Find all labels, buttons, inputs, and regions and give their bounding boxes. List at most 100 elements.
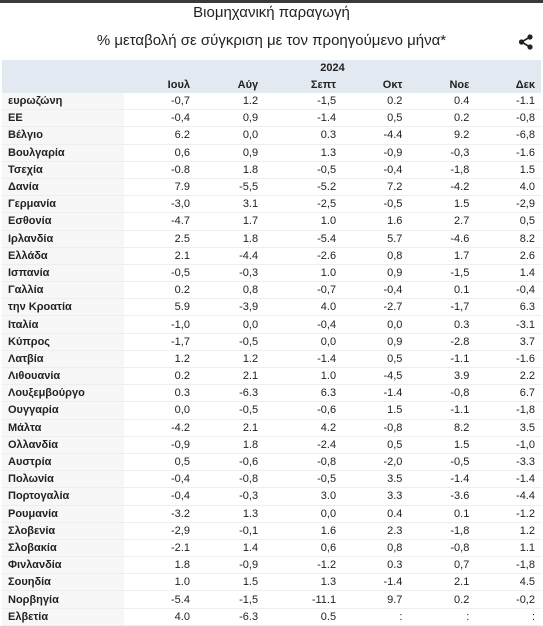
cell: 6.3: [264, 384, 343, 403]
cell: -0,5: [195, 333, 265, 351]
cell: 0,5: [342, 436, 409, 454]
cell: -4.7: [124, 212, 196, 231]
cell: 0.3: [264, 126, 343, 145]
row-label: Φινλανδία: [2, 556, 124, 575]
cell: -1,7: [408, 298, 476, 317]
cell: 7.9: [124, 178, 196, 197]
year-row: 2024: [2, 60, 541, 76]
table-row: Ρουμανία -3.2 1.3 0,0 0.4 0.1 -1.2: [2, 505, 541, 523]
cell: -1,5: [264, 93, 343, 111]
cell: 1.5: [408, 436, 476, 454]
cell: 9.2: [408, 126, 476, 145]
cell: 3.0: [264, 487, 343, 506]
table-row: Κύπρος -1,7 -0,5 0,0 0,9 -2.8 3.7: [2, 333, 541, 351]
cell: 0,5: [124, 453, 196, 472]
cell: -1,0: [475, 436, 541, 454]
table-row: Φινλανδία 1.8 -0,9 -1.2 0.3 0,7 -1,8: [2, 556, 541, 575]
cell: 0.2: [124, 281, 196, 300]
share-icon[interactable]: [518, 34, 534, 50]
cell: 4.0: [475, 178, 541, 197]
cell: -0,3: [195, 487, 265, 506]
cell: 0.4: [342, 505, 409, 523]
row-label: ΕΕ: [2, 109, 124, 128]
cell: 4.0: [124, 608, 196, 626]
cell: 0,9: [195, 144, 265, 162]
cell: -2,5: [264, 195, 343, 214]
subtitle: % μεταβολή σε σύγκριση με τον προηγούμεν…: [96, 32, 447, 49]
cell: :: [475, 608, 541, 626]
cell: 1.5: [342, 401, 409, 420]
cell: -6,8: [475, 126, 541, 145]
cell: 2.1: [124, 247, 196, 265]
cell: -4.2: [408, 178, 476, 197]
cell: -0,4: [124, 470, 196, 489]
row-label: Λατβία: [2, 350, 124, 369]
cell: -1.4: [342, 384, 409, 403]
cell: 1.0: [264, 212, 343, 231]
cell: 0,0: [342, 315, 409, 334]
table-row: Βουλγαρία 0,6 0,9 1.3 -0,9 -0,3 -1.6: [2, 144, 541, 162]
cell: -0,8: [408, 539, 476, 558]
table-row: Πορτογαλία -0,4 -0,3 3.0 3.3 -3.6 -4.4: [2, 487, 541, 506]
cell: 1.4: [195, 539, 265, 558]
cell: 1.3: [264, 144, 343, 162]
cell: 8.2: [408, 419, 476, 437]
row-label: Γαλλία: [2, 281, 124, 300]
table-row: Ισπανία -0,5 -0,3 1.0 0,9 -1,5 1.4: [2, 264, 541, 283]
row-label: ευρωζώνη: [2, 93, 124, 111]
cell: 4.0: [264, 298, 343, 317]
row-label: Γερμανία: [2, 195, 124, 214]
table-row: Τσεχία -0.8 1.8 -0,5 -0,4 -1,8 1.5: [2, 161, 541, 179]
cell: -1,7: [124, 333, 196, 351]
cell: 4.5: [475, 573, 541, 592]
cell: -5.4: [264, 230, 343, 248]
table-row: Ιταλία -1,0 0,0 -0,4 0,0 0.3 -3.1: [2, 315, 541, 334]
cell: -2.8: [408, 333, 476, 351]
cell: 0,0: [264, 505, 343, 523]
cell: 3.5: [475, 419, 541, 437]
cell: -1.2: [475, 505, 541, 523]
cell: 3.1: [195, 195, 265, 214]
cell: 0,5: [475, 212, 541, 231]
corner: [2, 60, 124, 76]
cell: 8.2: [475, 230, 541, 248]
cell: 2.7: [408, 212, 476, 231]
cell: -1.6: [475, 350, 541, 369]
cell: -1,8: [475, 401, 541, 420]
cell: -0,5: [124, 264, 196, 283]
cell: -1.1: [475, 93, 541, 111]
cell: 0.3: [408, 315, 476, 334]
cell: 0,0: [195, 126, 265, 145]
cell: 5.7: [342, 230, 409, 248]
row-label: Δανία: [2, 178, 124, 197]
row-label: Ελβετία: [2, 608, 124, 626]
cell: 0,6: [124, 144, 196, 162]
cell: -0,5: [408, 453, 476, 472]
row-label: Τσεχία: [2, 161, 124, 179]
cell: -1.2: [264, 556, 343, 575]
cell: 6.3: [475, 298, 541, 317]
cell: -4.2: [124, 419, 196, 437]
cell: -1,8: [408, 161, 476, 179]
cell: -5.2: [264, 178, 343, 197]
cell: 3.3: [342, 487, 409, 506]
table-row: Σλοβακία -2.1 1.4 0,6 0,8 -0,8 1.1: [2, 539, 541, 558]
column-header: Δεκ: [475, 76, 541, 93]
cell: -0,6: [195, 453, 265, 472]
cell: 0,9: [195, 109, 265, 128]
cell: 1.2: [475, 522, 541, 540]
row-label: Ελλάδα: [2, 247, 124, 265]
row-label: Πολωνία: [2, 470, 124, 489]
cell: -1,8: [408, 522, 476, 540]
top-bar: [0, 0, 543, 3]
cell: -1.4: [475, 470, 541, 489]
cell: -1.6: [475, 144, 541, 162]
cell: 0,5: [342, 350, 409, 369]
row-label: Ιρλανδία: [2, 230, 124, 248]
cell: 0,5: [342, 109, 409, 128]
cell: 7.2: [342, 178, 409, 197]
cell: -1.1: [408, 350, 476, 369]
cell: -2,0: [342, 453, 409, 472]
cell: -0,5: [342, 195, 409, 214]
